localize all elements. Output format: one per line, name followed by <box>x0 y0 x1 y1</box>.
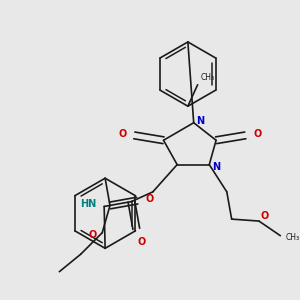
Text: O: O <box>137 237 145 247</box>
Text: CH₃: CH₃ <box>200 74 214 82</box>
Text: O: O <box>253 129 261 140</box>
Text: CH₃: CH₃ <box>285 233 299 242</box>
Text: HN: HN <box>80 199 96 208</box>
Text: O: O <box>88 230 96 240</box>
Text: O: O <box>261 211 269 221</box>
Text: O: O <box>118 129 127 140</box>
Text: O: O <box>145 194 153 204</box>
Text: N: N <box>196 116 205 126</box>
Text: N: N <box>212 161 220 172</box>
